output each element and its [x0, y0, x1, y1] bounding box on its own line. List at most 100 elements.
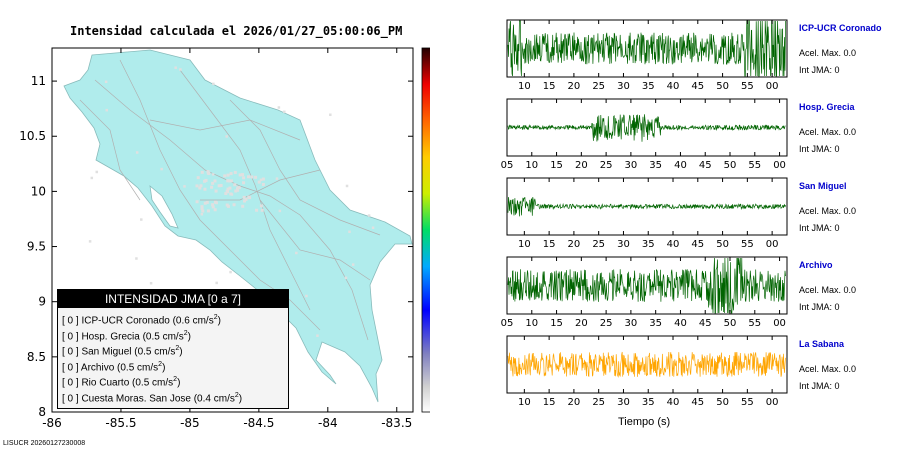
- city-marker: [200, 212, 204, 216]
- city-marker: [259, 178, 263, 182]
- station-jma-intensity: Int JMA: 0: [799, 65, 840, 75]
- city-marker: [257, 180, 261, 184]
- time-tick-label: 10: [525, 318, 538, 329]
- city-marker: [200, 205, 204, 209]
- city-marker: [198, 186, 202, 190]
- time-tick-label: 45: [699, 160, 712, 171]
- city-marker: [90, 176, 94, 180]
- city-marker: [211, 203, 215, 207]
- time-tick-label: 30: [625, 160, 638, 171]
- waveform-trace: [507, 257, 786, 314]
- waveform-trace: [507, 351, 786, 378]
- city-marker: [206, 209, 210, 213]
- time-tick-label: 45: [691, 397, 704, 408]
- waveform-panel: 05 10 15 20 25 30 35 40 45 50 55 00: [501, 98, 788, 171]
- city-marker: [196, 176, 200, 180]
- city-marker: [199, 184, 203, 188]
- city-marker: [367, 214, 371, 217]
- city-marker: [261, 182, 265, 186]
- city-marker: [254, 175, 258, 179]
- lon-tick-label: -85: [180, 416, 200, 430]
- city-marker: [259, 204, 263, 208]
- city-marker: [213, 208, 217, 212]
- city-marker: [104, 80, 108, 84]
- waveform-panels: 10 15 20 25 30 35 40 45 50 55 00 05 10 15 20 25 30 35 40 45…: [501, 19, 788, 408]
- legend-row: [ 0 ] Archivo (0.5 cm/s2): [62, 360, 166, 373]
- city-marker: [233, 183, 237, 187]
- lon-tick-label: -86: [42, 416, 62, 430]
- time-tick-label: 55: [741, 397, 754, 408]
- time-tick-label: 20: [568, 397, 581, 408]
- legend-station: Archivo (0.5 cm/s: [80, 361, 159, 373]
- legend-unit-sup: 2: [158, 360, 163, 368]
- legend-jma: [ 0 ]: [62, 330, 82, 342]
- city-marker: [200, 207, 204, 211]
- city-marker: [214, 189, 218, 193]
- city-marker: [215, 281, 218, 285]
- station-jma-intensity: Int JMA: 0: [799, 144, 840, 154]
- city-marker: [211, 181, 215, 185]
- time-tick-label: 55: [741, 81, 754, 92]
- legend-station: Hosp. Grecia (0.5 cm/s: [81, 330, 184, 342]
- city-marker: [210, 185, 214, 189]
- time-tick-label: 45: [691, 239, 704, 250]
- time-tick-label: 55: [748, 318, 761, 329]
- city-marker: [203, 201, 207, 205]
- city-marker: [219, 184, 223, 188]
- city-marker: [351, 263, 355, 266]
- lat-tick-label: 9.5: [27, 240, 46, 254]
- time-tick-label: 50: [724, 318, 737, 329]
- city-marker: [371, 226, 375, 229]
- waveform-panel: 10 15 20 25 30 35 40 45 50 55 00: [506, 335, 788, 408]
- city-marker: [229, 179, 233, 183]
- city-marker: [238, 173, 242, 177]
- city-marker: [329, 113, 332, 117]
- city-marker: [242, 176, 246, 180]
- city-marker: [204, 178, 208, 182]
- time-tick-label: 25: [600, 318, 613, 329]
- map-frame: [51, 47, 414, 413]
- city-marker: [275, 177, 279, 180]
- station-max-accel: Acel. Max. 0.0: [799, 127, 857, 137]
- city-marker: [255, 208, 259, 212]
- city-marker: [226, 179, 230, 183]
- city-marker: [236, 188, 240, 192]
- city-marker: [295, 251, 298, 255]
- time-tick-label: 55: [748, 160, 761, 171]
- time-tick-label: 30: [625, 318, 638, 329]
- city-marker: [344, 276, 348, 280]
- station-jma-intensity: Int JMA: 0: [799, 223, 840, 233]
- city-marker: [232, 203, 236, 207]
- city-marker: [247, 175, 251, 179]
- road-network: [79, 59, 381, 341]
- city-marker: [179, 68, 182, 71]
- station-name: Hosp. Grecia: [799, 102, 855, 112]
- city-marker: [195, 184, 199, 188]
- city-marker: [233, 170, 237, 174]
- time-tick-label: 40: [667, 239, 680, 250]
- costa-rica-land: [63, 49, 413, 403]
- city-marker: [135, 257, 138, 260]
- city-marker: [242, 195, 246, 199]
- city-marker: [316, 334, 319, 337]
- time-tick-label: 15: [550, 160, 563, 171]
- time-tick-label: 40: [674, 160, 687, 171]
- station-jma-intensity: Int JMA: 0: [799, 302, 840, 312]
- lat-tick-label: 8.5: [27, 350, 46, 364]
- time-tick-label: 40: [667, 397, 680, 408]
- legend-station: San Miguel (0.5 cm/s: [81, 346, 176, 358]
- lon-tick-label: -83.5: [381, 416, 412, 430]
- time-tick-label: 35: [649, 160, 662, 171]
- city-marker: [230, 193, 234, 196]
- city-marker: [217, 184, 221, 188]
- city-marker: [250, 175, 254, 179]
- city-marker: [226, 204, 230, 208]
- city-marker: [174, 66, 177, 69]
- city-markers: [88, 66, 375, 360]
- city-marker: [345, 184, 349, 188]
- city-marker: [224, 192, 228, 196]
- lon-tick-label: -84.5: [243, 416, 274, 430]
- waveform-trace: [507, 20, 786, 77]
- time-tick-label: 40: [674, 318, 687, 329]
- city-marker: [241, 204, 245, 208]
